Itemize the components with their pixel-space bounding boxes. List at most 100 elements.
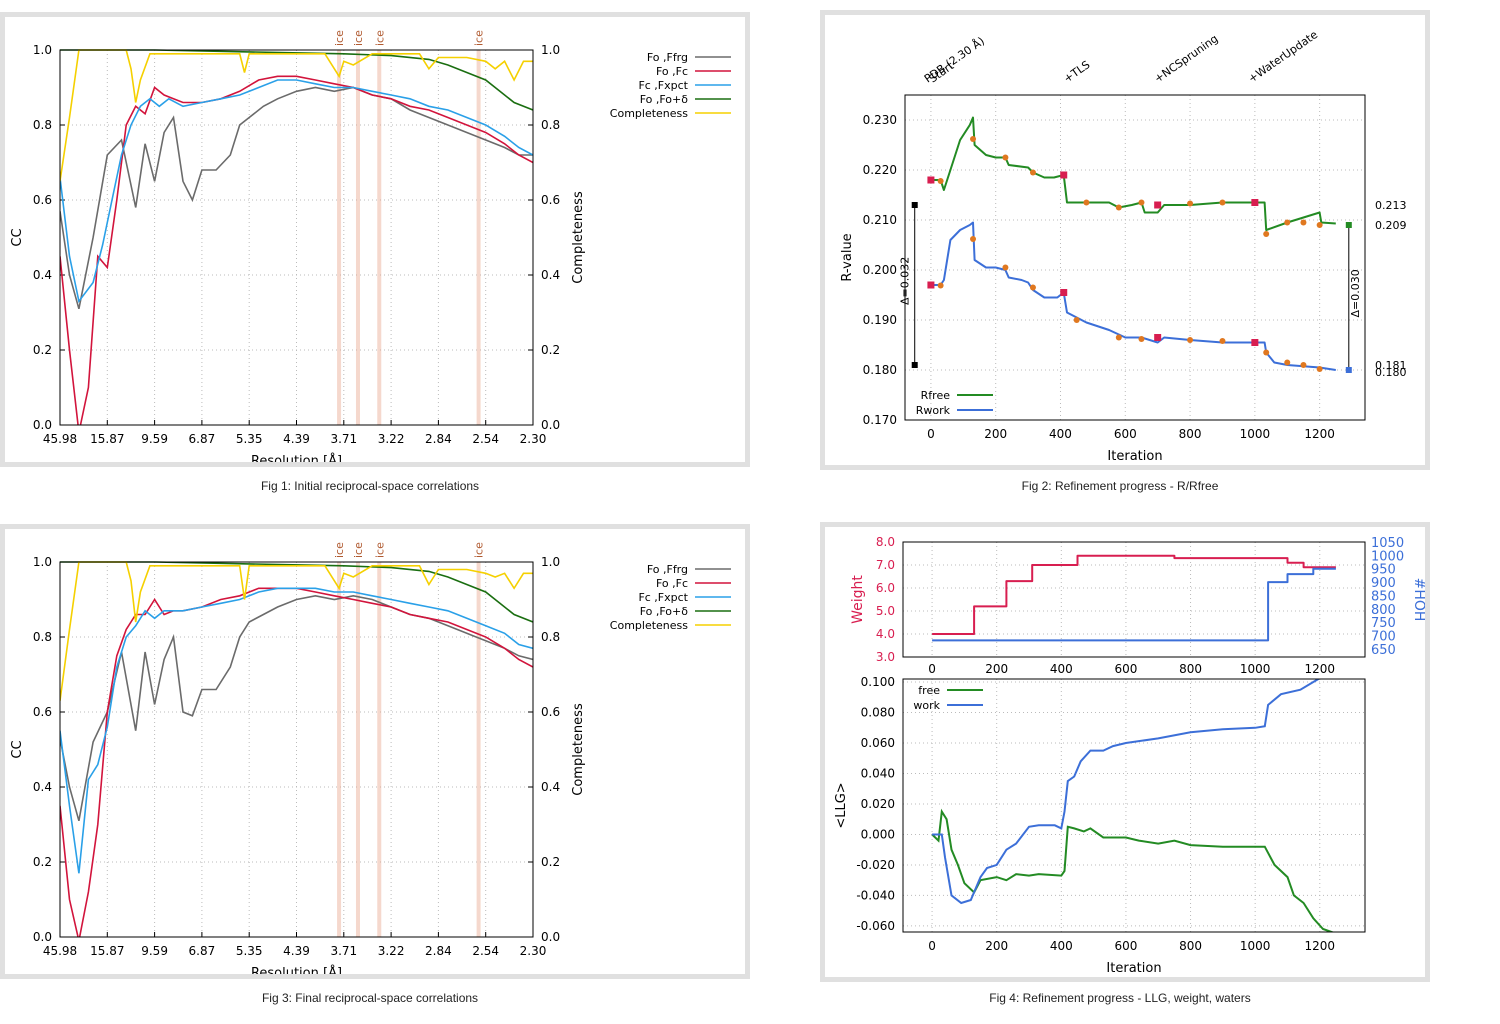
weight-tick-label: 4.0 [876, 627, 895, 641]
x-tick-label: 0 [928, 662, 936, 676]
fig4-panel: 0 200 400 600 800 1000 1200 3.0 4.0 5.0 6.0 7.0 8.0 6… [820, 522, 1430, 982]
series-fofrg [60, 594, 533, 822]
series-fcfxpct [60, 587, 533, 874]
fig4-chart: 0 200 400 600 800 1000 1200 3.0 4.0 5.0 6.0 7.0 8.0 6… [834, 535, 1425, 976]
x-axis-label: Resolution [Å] [251, 453, 342, 462]
x-tick-label: 400 [1050, 662, 1073, 676]
weight-tick-label: 3.0 [876, 650, 895, 664]
legend-label: Completeness [610, 107, 688, 120]
hoh-tick-label: 700 [1371, 630, 1396, 645]
x-tick-label: 800 [1179, 939, 1202, 953]
ice-label: ice [373, 30, 386, 46]
y-tick-label: 0.230 [863, 113, 897, 127]
x-axis-label: Iteration [1106, 961, 1161, 976]
top-plot-frame [902, 541, 1366, 658]
delta-end [911, 202, 918, 208]
bottom-plot-frame [902, 678, 1366, 933]
y-tick-label: 0.4 [33, 268, 52, 282]
x-tick-label: 5.35 [236, 432, 263, 446]
x-tick-label: 800 [1179, 427, 1202, 441]
marker-square [1154, 201, 1162, 209]
llg-tick-label: 0.100 [861, 675, 895, 689]
x-tick-label: 45.98 [43, 944, 77, 958]
x-tick-label: 45.98 [43, 432, 77, 446]
marker-dot [1316, 366, 1323, 372]
series-weight [932, 554, 1336, 635]
ice-band [337, 562, 342, 937]
x-tick-label: 4.39 [283, 944, 310, 958]
x-tick-label: 1200 [1304, 662, 1335, 676]
legend-label: free [918, 684, 940, 697]
y-tick-label: 1.0 [33, 555, 52, 569]
y-tick-label: 0.210 [863, 213, 897, 227]
x-tick-label: 400 [1050, 939, 1073, 953]
x-axis-label: Resolution [Å] [251, 965, 342, 974]
fig3-caption: Fig 3: Final reciprocal-space correlatio… [261, 991, 479, 1005]
y-tick-label: 0.0 [33, 418, 52, 432]
fig2-caption: Fig 2: Refinement progress - R/Rfree [1021, 479, 1219, 493]
series-group [60, 561, 533, 937]
stage-label: +WaterUpdate [1246, 28, 1320, 86]
x-tick-label: 5.35 [236, 944, 263, 958]
ice-band [476, 50, 481, 425]
fig4-caption: Fig 4: Refinement progress - LLG, weight… [989, 991, 1251, 1005]
x-tick-label: 3.71 [330, 944, 357, 958]
ice-band [355, 50, 360, 425]
x-tick-label: 15.87 [90, 944, 124, 958]
plot-frame [904, 94, 1366, 421]
y-tick-label: 0.4 [33, 780, 52, 794]
legend-label: Rfree [921, 389, 951, 402]
y2-axis-label: Completeness [571, 191, 586, 284]
y-tick-label: 1.0 [33, 43, 52, 57]
hoh-tick-label: 950 [1371, 563, 1396, 578]
delta-label-left: Δ=0.032 [899, 257, 912, 305]
marker-dot [1187, 200, 1194, 207]
legend-label: work [913, 699, 940, 712]
marker-dot [1284, 359, 1291, 366]
x-tick-label: 1000 [1240, 939, 1271, 953]
ice-label: ice [333, 542, 346, 558]
fig1-chart: 45.98 15.87 9.59 6.87 5.35 4.39 3.71 3.22 2.84 2.… [10, 30, 731, 462]
ice-band [377, 50, 382, 425]
series-fofod [60, 49, 533, 111]
marker-dot [1115, 334, 1122, 341]
llg-tick-label: 0.000 [861, 827, 895, 841]
y-axis-label: CC [10, 740, 25, 758]
ice-label: ice [352, 30, 365, 46]
x-tick-label: 800 [1179, 662, 1202, 676]
marker-dot [1219, 199, 1226, 206]
series-fofc [60, 75, 533, 425]
y2-tick-label: 0.4 [541, 780, 560, 794]
hoh-tick-label: 650 [1371, 643, 1396, 658]
fig2-chart: 0 200 400 600 800 1000 1200 0.170 0.180 0.190 0.20… [840, 28, 1407, 464]
series-completeness [60, 561, 533, 701]
ice-band [476, 562, 481, 937]
y2-tick-label: 0.6 [541, 193, 560, 207]
x-tick-label: 2.84 [425, 944, 452, 958]
marker-square [1154, 334, 1162, 341]
y2-tick-label: 1.0 [541, 555, 560, 569]
series-rwork [930, 221, 1336, 371]
fig1-caption: Fig 1: Initial reciprocal-space correlat… [260, 479, 480, 493]
x-tick-label: 9.59 [141, 944, 168, 958]
x-tick-label: 600 [1114, 939, 1137, 953]
x-tick-label: 1000 [1240, 427, 1271, 441]
x-tick-label: 200 [984, 427, 1007, 441]
x-tick-label: 200 [985, 662, 1008, 676]
fig1-panel: 45.98 15.87 9.59 6.87 5.35 4.39 3.71 3.22 2.84 2.… [0, 12, 750, 467]
x-tick-label: 2.84 [425, 432, 452, 446]
series-fofod [60, 561, 533, 623]
legend-label: Fc ,Fxpct [638, 591, 688, 604]
legend-label: Fo ,Ffrg [647, 563, 688, 576]
marker-square [927, 176, 935, 184]
x-tick-label: 6.87 [189, 432, 216, 446]
weight-tick-label: 8.0 [876, 535, 895, 549]
x-tick-label: 15.87 [90, 432, 124, 446]
y-tick-label: 0.200 [863, 263, 897, 277]
marker-dot [1187, 337, 1194, 343]
marker-square [1251, 199, 1259, 206]
hoh-tick-label: 800 [1371, 603, 1396, 618]
marker-dot [1115, 204, 1122, 211]
marker-dot [1029, 284, 1036, 291]
x-tick-label: 6.87 [189, 944, 216, 958]
